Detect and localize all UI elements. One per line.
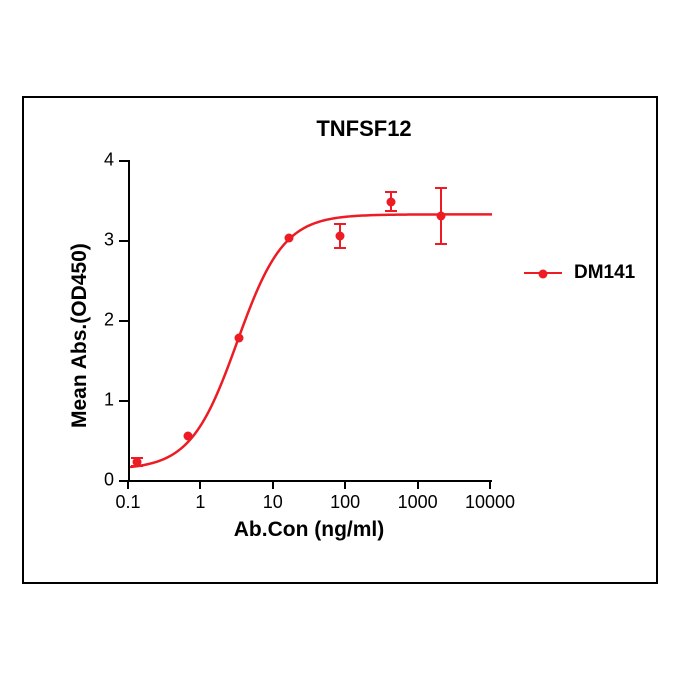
- data-point-marker: [234, 333, 243, 342]
- x-tick: [199, 480, 201, 489]
- y-tick-label: 1: [86, 390, 114, 411]
- y-tick-label: 3: [86, 230, 114, 251]
- y-tick-label: 4: [86, 150, 114, 171]
- error-cap: [334, 223, 346, 225]
- error-cap: [435, 243, 447, 245]
- data-point-marker: [183, 432, 192, 441]
- data-point-marker: [335, 232, 344, 241]
- legend-marker-icon: [539, 270, 548, 279]
- plot-area: [128, 160, 492, 482]
- data-point-marker: [437, 212, 446, 221]
- chart-title: TNFSF12: [268, 116, 411, 142]
- y-tick: [119, 400, 128, 402]
- x-tick: [489, 480, 491, 489]
- legend-line: [524, 272, 562, 274]
- data-point-marker: [133, 458, 142, 467]
- x-tick: [272, 480, 274, 489]
- y-tick: [119, 320, 128, 322]
- error-cap: [385, 210, 397, 212]
- data-point-marker: [285, 234, 294, 243]
- legend-label: DM141: [574, 262, 635, 284]
- x-tick-label: 1: [195, 492, 205, 513]
- x-tick-label: 10000: [465, 492, 515, 513]
- data-point-marker: [386, 197, 395, 206]
- x-tick: [344, 480, 346, 489]
- error-cap: [334, 247, 346, 249]
- x-tick-label: 100: [330, 492, 360, 513]
- y-tick: [119, 480, 128, 482]
- y-tick-label: 2: [86, 310, 114, 331]
- x-tick: [417, 480, 419, 489]
- x-tick-label: 10: [263, 492, 283, 513]
- x-tick-label: 1000: [398, 492, 438, 513]
- error-cap: [385, 191, 397, 193]
- chart-title-wrap: TNFSF12: [24, 116, 656, 142]
- y-tick-label: 0: [86, 470, 114, 491]
- chart-container: TNFSF12 Mean Abs.(OD450) Ab.Con (ng/ml) …: [22, 96, 658, 584]
- x-axis-label: Ab.Con (ng/ml): [128, 518, 490, 542]
- y-tick: [119, 240, 128, 242]
- error-cap: [435, 187, 447, 189]
- x-tick-label: 0.1: [115, 492, 140, 513]
- legend: DM141: [524, 262, 635, 284]
- y-tick: [119, 160, 128, 162]
